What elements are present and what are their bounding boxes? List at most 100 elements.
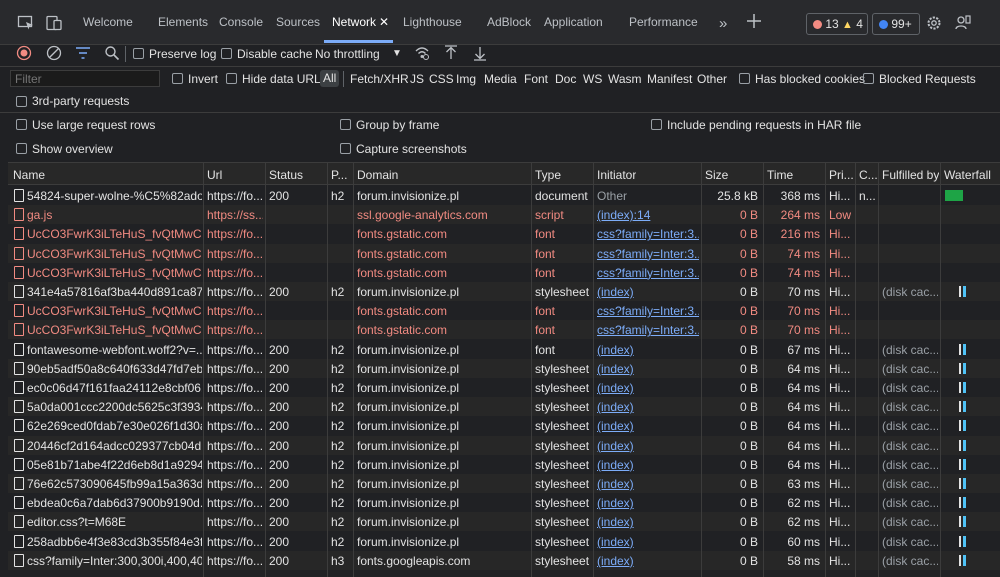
clear-icon[interactable]: [46, 45, 62, 64]
column-header-domain[interactable]: Domain: [357, 168, 399, 182]
table-row[interactable]: UcCO3FwrK3iLTeHuS_fvQtMwCp... https://fo.…: [8, 301, 1000, 320]
filter-type-fetch-xhr[interactable]: Fetch/XHR: [350, 72, 409, 86]
filter-type-all[interactable]: All: [320, 70, 340, 87]
more-tabs-icon[interactable]: »: [719, 15, 728, 32]
settings-gear-icon[interactable]: [925, 14, 943, 32]
hide-data-urls-label[interactable]: Hide data URLs: [242, 72, 327, 86]
throttling-select[interactable]: No throttling: [315, 47, 380, 61]
tab-application[interactable]: Application: [544, 15, 603, 29]
disable-cache-label[interactable]: Disable cache: [237, 47, 313, 61]
cell-initiator[interactable]: css?family=Inter:3...: [597, 323, 699, 338]
cell-initiator[interactable]: (index): [597, 361, 634, 376]
cell-initiator[interactable]: (index): [597, 285, 634, 299]
table-row[interactable]: UcCO3FwrK3iLTeHuS_fvQtMwCp... https://fo.…: [8, 263, 1000, 282]
third-party-label[interactable]: 3rd-party requests: [32, 94, 130, 108]
include-pending-checkbox[interactable]: [651, 119, 662, 130]
blocked-cookies-checkbox[interactable]: [739, 73, 750, 84]
filter-type-css[interactable]: CSS: [429, 72, 454, 86]
column-header-status[interactable]: Status: [269, 168, 304, 182]
table-row[interactable]: ebdea0c6a7dab6d37900b9190d... https://fo.…: [8, 493, 1000, 512]
show-overview-checkbox[interactable]: [16, 143, 27, 154]
show-overview-label[interactable]: Show overview: [32, 142, 113, 156]
search-icon[interactable]: [104, 45, 120, 64]
filter-type-img[interactable]: Img: [456, 72, 477, 86]
tab-welcome[interactable]: Welcome: [83, 15, 133, 29]
filter-type-ws[interactable]: WS: [583, 72, 603, 86]
table-row[interactable]: ec0c06d47f161faa24112e8cbf06... https://f…: [8, 378, 1000, 397]
table-row[interactable]: ga.js https://ss... ssl.google-analytics.c…: [8, 205, 1000, 225]
table-row[interactable]: 341e4a57816af3ba440d891ca87... https://fo…: [8, 282, 1000, 301]
tab-lighthouse[interactable]: Lighthouse: [403, 15, 462, 29]
invert-label[interactable]: Invert: [188, 72, 219, 86]
third-party-checkbox[interactable]: [16, 96, 27, 107]
filter-icon[interactable]: [75, 46, 91, 63]
cell-initiator[interactable]: (index): [597, 381, 634, 395]
large-rows-label[interactable]: Use large request rows: [32, 118, 156, 132]
column-header-url[interactable]: Url: [207, 168, 223, 182]
info-badge[interactable]: 99+: [872, 13, 920, 35]
group-by-frame-label[interactable]: Group by frame: [356, 118, 440, 132]
preserve-log-checkbox[interactable]: [133, 48, 144, 59]
cell-initiator[interactable]: (index): [597, 419, 634, 434]
filter-type-js[interactable]: JS: [410, 72, 425, 86]
table-row[interactable]: editor.css?t=M68E https://fo... 200 h2 forum…: [8, 512, 1000, 532]
table-row[interactable]: css?family=Inter:300,300i,400,40... https…: [8, 550, 1000, 570]
cell-initiator[interactable]: (index): [597, 438, 634, 453]
blocked-cookies-label[interactable]: Has blocked cookies: [755, 72, 866, 86]
filter-type-other[interactable]: Other: [697, 72, 728, 86]
inspect-element-icon[interactable]: [17, 14, 35, 32]
cell-initiator[interactable]: (index): [597, 496, 634, 511]
column-header-initiator[interactable]: Initiator: [597, 168, 637, 182]
table-row[interactable]: 62e269ced0fdab7e30e026f1d30a... https://f…: [8, 416, 1000, 435]
table-row[interactable]: fontawesome-webfont.woff2?v=... https://f…: [8, 340, 1000, 359]
column-header-priority[interactable]: Pri...: [829, 168, 854, 182]
cell-initiator[interactable]: (index): [597, 457, 634, 472]
cell-initiator[interactable]: css?family=Inter:3...: [597, 304, 699, 319]
table-row[interactable]: 76e62c573090645fb99a15a363d... https://fo…: [8, 474, 1000, 493]
preserve-log-label[interactable]: Preserve log: [149, 47, 217, 61]
add-tab-icon[interactable]: [745, 12, 763, 30]
cell-initiator[interactable]: css?family=Inter:3...: [597, 227, 699, 242]
cell-initiator[interactable]: (index): [597, 342, 634, 357]
include-pending-label[interactable]: Include pending requests in HAR file: [667, 118, 862, 132]
tab-adblock[interactable]: AdBlock: [487, 15, 532, 29]
cell-initiator[interactable]: (index): [597, 534, 634, 549]
cell-initiator[interactable]: (index): [597, 400, 634, 415]
invert-checkbox[interactable]: [172, 73, 183, 84]
disable-cache-checkbox[interactable]: [221, 48, 232, 59]
column-header-c[interactable]: C...: [859, 168, 878, 182]
export-har-icon[interactable]: [472, 45, 488, 64]
column-header-name[interactable]: Name: [13, 168, 46, 182]
filter-type-manifest[interactable]: Manifest: [647, 72, 693, 86]
group-by-frame-checkbox[interactable]: [340, 119, 351, 130]
table-row[interactable]: UcCO3FwrK3iLTeHuS_fvQtMwCp... https://fo.…: [8, 243, 1000, 263]
blocked-requests-checkbox[interactable]: [863, 73, 874, 84]
table-row[interactable]: UcCO3FwrK3iLTeHuS_fvQtMwCp... https://fo.…: [8, 320, 1000, 340]
column-header-time[interactable]: Time: [767, 168, 794, 182]
column-header-fulfilled[interactable]: Fulfilled by: [882, 168, 940, 182]
table-row[interactable]: 20446cf2d164adcc029377cb04d... https://fo…: [8, 435, 1000, 455]
cell-initiator[interactable]: (index):14: [597, 208, 651, 223]
issue-badges[interactable]: 13 ▲ 4 99+: [806, 13, 920, 35]
customize-devtools-icon[interactable]: [954, 14, 972, 32]
cell-initiator[interactable]: (index): [597, 515, 634, 530]
tab-network[interactable]: Network: [332, 15, 377, 29]
column-header-size[interactable]: Size: [705, 168, 729, 182]
column-header-waterfall[interactable]: Waterfall: [944, 168, 991, 182]
error-warning-badge[interactable]: 13 ▲ 4: [806, 13, 868, 35]
capture-screenshots-label[interactable]: Capture screenshots: [356, 142, 467, 156]
import-har-icon[interactable]: [443, 45, 459, 64]
device-toolbar-icon[interactable]: [45, 14, 63, 32]
tab-performance[interactable]: Performance: [629, 15, 698, 29]
tab-sources[interactable]: Sources: [276, 15, 321, 29]
column-header-protocol[interactable]: P...: [331, 168, 348, 182]
filter-type-doc[interactable]: Doc: [555, 72, 577, 86]
chevron-down-icon[interactable]: ▼: [392, 48, 402, 59]
capture-screenshots-checkbox[interactable]: [340, 143, 351, 154]
tab-elements[interactable]: Elements: [158, 15, 209, 29]
filter-type-font[interactable]: Font: [524, 72, 549, 86]
filter-type-media[interactable]: Media: [484, 72, 517, 86]
table-row[interactable]: 258adbb6e4f3e83cd3b355f84e3f... https://f…: [8, 532, 1000, 551]
network-conditions-icon[interactable]: [414, 45, 430, 64]
table-row[interactable]: UcCO3FwrK3iLTeHuS_fvQtMwCp... https://fo.…: [8, 224, 1000, 243]
